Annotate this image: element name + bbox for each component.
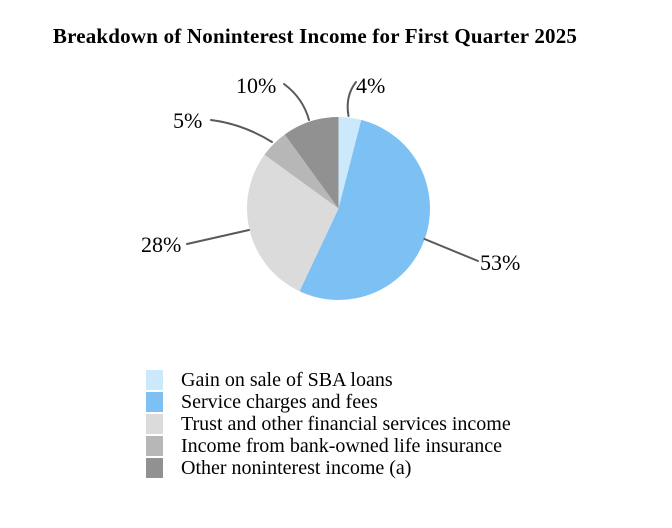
pie-slice-1: [338, 116, 362, 209]
pct-label-sba-loans: 4%: [356, 73, 386, 98]
leader-line: [283, 83, 310, 121]
legend-label-sba-loans: Gain on sale of SBA loans: [181, 369, 393, 391]
pct-label-other-income: 10%: [236, 73, 277, 98]
legend-swatch-boli-income: [146, 436, 163, 456]
leader-line: [186, 229, 250, 245]
leader-line: [210, 119, 273, 143]
legend-item-sba-loans: Gain on sale of SBA loans: [146, 369, 511, 391]
legend-item-trust-income: Trust and other financial services incom…: [146, 413, 511, 435]
pct-label-boli-income: 5%: [173, 108, 203, 133]
legend-label-trust-income: Trust and other financial services incom…: [181, 413, 511, 435]
pct-label-service-charges: 53%: [480, 250, 521, 275]
legend-label-other-income: Other noninterest income (a): [181, 457, 412, 479]
pie-slice-5: [284, 117, 339, 209]
legend-item-service-charges: Service charges and fees: [146, 391, 511, 413]
leader-line: [423, 238, 479, 262]
pie-slice-4: [264, 134, 339, 209]
legend-item-other-income: Other noninterest income (a): [146, 457, 511, 479]
legend-item-boli-income: Income from bank-owned life insurance: [146, 435, 511, 457]
leader-line: [346, 81, 357, 117]
pct-label-trust-income: 28%: [141, 232, 182, 257]
legend-swatch-trust-income: [146, 414, 163, 434]
legend: Gain on sale of SBA loans Service charge…: [146, 369, 511, 479]
legend-label-boli-income: Income from bank-owned life insurance: [181, 435, 502, 457]
legend-swatch-other-income: [146, 458, 163, 478]
chart-title: Breakdown of Noninterest Income for Firs…: [52, 24, 578, 48]
legend-label-service-charges: Service charges and fees: [181, 391, 378, 413]
legend-swatch-service-charges: [146, 392, 163, 412]
pie-slice-3: [246, 154, 339, 292]
legend-swatch-sba-loans: [146, 370, 163, 390]
pie-slice-2: [299, 119, 430, 300]
